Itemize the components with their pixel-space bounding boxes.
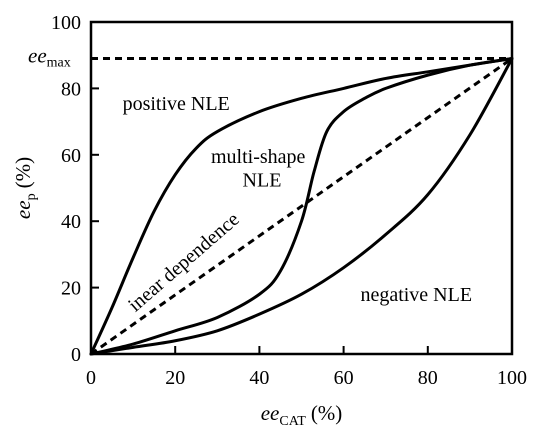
x-tick-label: 60: [334, 367, 354, 389]
x-axis-title: eeCAT (%): [261, 401, 343, 429]
y-tick-label: 60: [61, 145, 81, 167]
y-axis-title-sub: p: [24, 193, 39, 200]
x-axis-title-unit: (%): [311, 401, 342, 425]
series-line-negative: [89, 57, 514, 356]
x-tick-label: 40: [249, 367, 269, 389]
annotation-linear: inear dependence: [124, 208, 244, 316]
y-axis-title-unit: (%): [11, 157, 35, 188]
ee-max-label-main: ee: [28, 44, 47, 68]
annotation-multi-shape-1: multi-shape: [211, 146, 306, 168]
x-tick-label: 80: [418, 367, 438, 389]
plot-frame: [89, 20, 514, 356]
x-axis-title-sub: CAT: [279, 414, 306, 429]
y-tick-label: 80: [61, 78, 81, 100]
annotation-positive: positive NLE: [123, 93, 230, 115]
series-line-multi-shape: [89, 57, 514, 356]
y-tick-label: 100: [51, 12, 81, 34]
y-axis-ticks: 0 20 40 60 80 100: [51, 12, 99, 366]
ee-max-label: eemax: [28, 44, 71, 71]
series-line-linear: [90, 57, 513, 356]
x-tick-label: 20: [165, 367, 185, 389]
y-tick-label: 0: [71, 344, 81, 366]
annotation-multi-shape-2: NLE: [243, 169, 282, 191]
annotation-negative: negative NLE: [360, 284, 472, 306]
ee-max-label-sub: max: [47, 56, 71, 71]
x-axis-title-main: ee: [261, 401, 280, 425]
series-line-positive: [89, 57, 514, 356]
x-axis-ticks: 0 20 40 60 80 100: [86, 346, 527, 389]
x-tick-label: 100: [497, 367, 527, 389]
y-tick-label: 20: [61, 278, 81, 300]
x-tick-label: 0: [86, 367, 96, 389]
series-layer: [89, 57, 514, 356]
plot-area: 0 20 40 60 80 100 0 20 40 60 80 100 positive NLE mu…: [51, 12, 527, 389]
y-axis-title: eep (%): [11, 157, 39, 219]
y-axis-title-main: ee: [11, 200, 35, 219]
y-tick-label: 40: [61, 211, 81, 233]
